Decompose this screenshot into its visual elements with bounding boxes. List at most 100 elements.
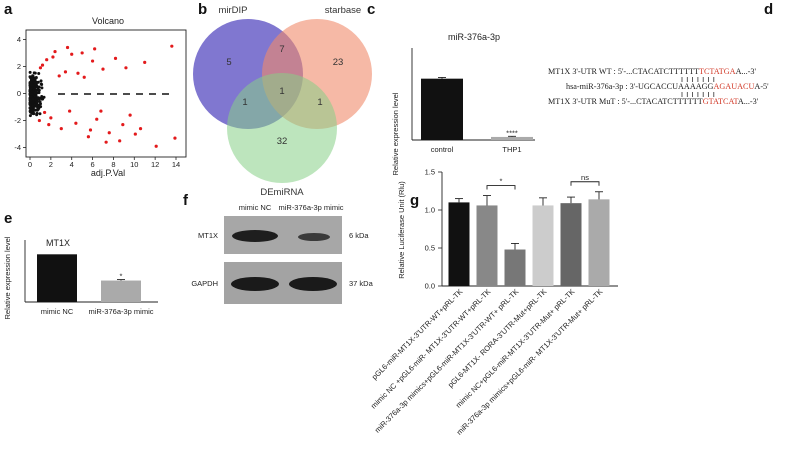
panel-g-y-tick-label: 1.5 <box>425 168 435 177</box>
volcano-points <box>28 44 177 148</box>
panel-e-category-label: miR-376a-3p mimic <box>88 307 153 316</box>
panel-g-y-label: Relative Luciferase Unit (Rlu) <box>397 181 406 279</box>
volcano-y-tick-label: 0 <box>17 89 21 98</box>
volcano-point <box>32 86 36 90</box>
volcano-point <box>31 74 35 78</box>
venn-count-mirdip-starbase: 7 <box>279 44 284 55</box>
volcano-point <box>28 88 32 92</box>
volcano-point-significant <box>37 118 41 123</box>
volcano-point-significant <box>154 144 158 148</box>
volcano-y-tick-label: -2 <box>14 116 21 125</box>
panel-c-bar <box>421 78 463 140</box>
blot-lane-label-1: mimic NC <box>239 203 272 212</box>
volcano-point <box>37 85 41 89</box>
blot-size-gapdh: 37 kDa <box>349 279 374 288</box>
panel-g-bar-chart: Relative Luciferase Unit (Rlu) 0.0 0.5 1.0… <box>369 168 618 437</box>
volcano-y-tick-label: 2 <box>17 62 21 71</box>
panel-g-bar <box>532 205 554 286</box>
base-pairing-marks-wt <box>681 77 715 82</box>
volcano-point-significant <box>99 109 103 113</box>
venn-set-label-starbase: starbase <box>325 5 361 16</box>
venn-set-label-demirna: DEmiRNA <box>260 187 304 198</box>
panel-letter-f: f <box>183 192 189 209</box>
volcano-point <box>30 107 34 111</box>
panel-g-bar <box>588 199 610 286</box>
venn-count-starbase-demirna: 1 <box>317 97 322 108</box>
panel-a-volcano: Volcano 0 2 4 6 8 10 12 14 4 2 0 -2 -4 adj.P.Val <box>14 16 187 178</box>
volcano-y-ticks: 4 2 0 -2 -4 <box>14 35 26 152</box>
panel-e-bar <box>101 280 141 302</box>
venn-count-all-three: 1 <box>279 86 284 97</box>
panel-c-category-label: control <box>431 145 454 154</box>
panel-e-bar <box>37 254 77 302</box>
volcano-point-significant <box>38 66 43 70</box>
volcano-point <box>29 92 33 96</box>
panel-letter-e: e <box>4 210 12 227</box>
panel-c-title: miR-376a-3p <box>448 32 500 42</box>
panel-e-y-label: Relative expression level <box>3 236 12 319</box>
volcano-point-significant <box>45 58 49 62</box>
panel-c-y-label: Relative expression level <box>391 92 400 175</box>
volcano-point-significant <box>138 127 143 131</box>
volcano-y-tick-label: 4 <box>17 35 21 44</box>
volcano-x-tick-label: 14 <box>172 160 180 169</box>
volcano-point-significant <box>124 66 128 70</box>
panel-letter-d: d <box>764 1 773 18</box>
volcano-point-significant <box>93 47 97 51</box>
volcano-point-significant <box>128 113 132 117</box>
panel-e-category-label: mimic NC <box>41 307 74 316</box>
seq-line-mut: MT1X 3'-UTR MuT : 5'-...CTACATCTTTTTTGTA… <box>548 97 759 106</box>
volcano-point <box>31 104 35 108</box>
volcano-point-significant <box>47 123 51 127</box>
volcano-point-significant <box>65 45 70 50</box>
volcano-point <box>29 110 33 114</box>
panel-letter-b: b <box>198 1 207 18</box>
volcano-point <box>29 80 33 84</box>
panel-c-significance: **** <box>506 128 518 137</box>
volcano-x-ticks: 0 2 4 6 8 10 12 14 <box>28 157 180 169</box>
volcano-point-significant <box>82 75 86 79</box>
volcano-point-significant <box>95 117 99 121</box>
panel-letter-c: c <box>367 1 375 18</box>
volcano-point <box>34 89 38 93</box>
volcano-point <box>28 70 32 74</box>
panel-g-y-tick-label: 1.0 <box>425 206 435 215</box>
blot-row-label-mt1x: MT1X <box>198 231 218 240</box>
volcano-point-significant <box>68 109 72 113</box>
blot-band-mt1x-nc <box>232 230 278 242</box>
volcano-point <box>38 112 42 116</box>
venn-count-mirdip-only: 5 <box>226 57 231 68</box>
volcano-point-significant <box>113 56 118 60</box>
panel-b-venn: mirDIP starbase DEmiRNA 5 23 7 1 1 1 32 <box>193 5 372 198</box>
volcano-point <box>38 100 42 104</box>
volcano-point-significant <box>118 139 122 143</box>
volcano-point-significant <box>43 110 47 115</box>
volcano-point <box>34 76 38 80</box>
volcano-point-significant <box>121 123 125 127</box>
venn-set-label-mirdip: mirDIP <box>218 5 247 16</box>
volcano-point <box>35 113 39 117</box>
volcano-point-significant <box>57 74 61 78</box>
volcano-point <box>39 79 43 83</box>
blot-row-label-gapdh: GAPDH <box>191 279 218 288</box>
volcano-point-significant <box>49 116 53 120</box>
volcano-point <box>33 91 37 95</box>
volcano-point <box>42 95 46 99</box>
volcano-point <box>40 86 44 90</box>
blot-size-mt1x: 6 kDa <box>349 231 369 240</box>
volcano-point <box>39 105 43 109</box>
panel-g-significance-label: ns <box>581 173 589 182</box>
panel-d-sequences: MT1X 3'-UTR WT : 5'-...CTACATCTTTTTTTCTA… <box>548 67 769 106</box>
volcano-point <box>30 77 34 81</box>
volcano-point-significant <box>70 52 74 56</box>
panel-g-significance-bracket <box>486 185 516 190</box>
volcano-point <box>33 71 37 75</box>
volcano-point-significant <box>88 128 93 132</box>
panel-letter-a: a <box>4 1 13 18</box>
blot-band-mt1x-mimic <box>298 233 330 241</box>
volcano-x-tick-label: 8 <box>111 160 115 169</box>
volcano-point-significant <box>143 60 147 64</box>
volcano-x-tick-label: 2 <box>49 160 53 169</box>
volcano-point-significant <box>51 55 55 59</box>
